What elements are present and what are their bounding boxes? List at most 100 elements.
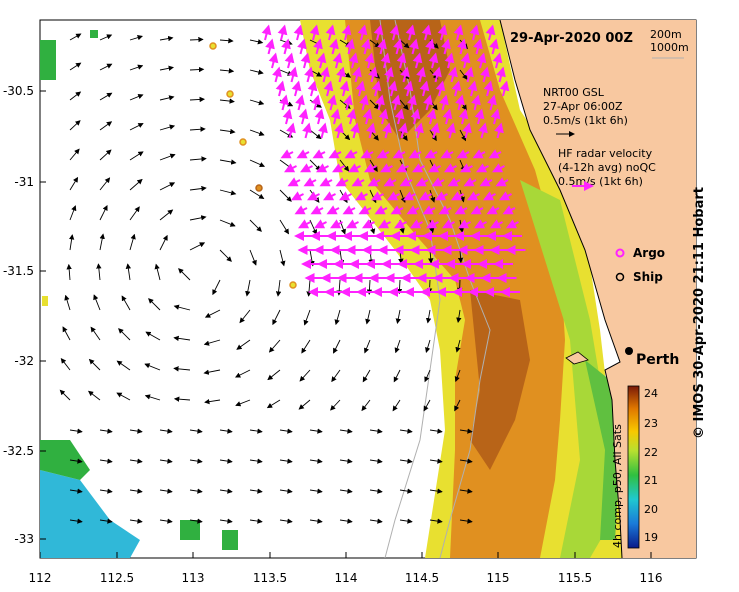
radar-vector bbox=[454, 205, 468, 215]
radar-vector bbox=[451, 191, 464, 201]
radar-vector bbox=[357, 24, 368, 41]
radar-vector bbox=[286, 122, 296, 139]
radar-vector bbox=[478, 122, 488, 139]
radar-vector bbox=[474, 219, 487, 229]
hf-radar-vectors bbox=[261, 24, 526, 297]
model-vector bbox=[144, 394, 161, 401]
model-vector bbox=[299, 369, 311, 382]
radar-vector bbox=[298, 219, 311, 229]
radar-vector bbox=[288, 66, 298, 83]
model-vector bbox=[87, 390, 101, 401]
model-vector bbox=[245, 279, 251, 297]
model-vector bbox=[116, 392, 131, 401]
radar-vector bbox=[412, 52, 423, 69]
model-vector bbox=[159, 182, 176, 191]
radar-vector bbox=[281, 38, 291, 55]
radar-vector bbox=[296, 149, 310, 159]
model-vector bbox=[69, 176, 79, 191]
radar-vector bbox=[430, 122, 440, 139]
model-vector bbox=[69, 428, 83, 434]
radar-vector bbox=[492, 163, 505, 173]
radar-vector bbox=[457, 38, 467, 55]
radar-vector bbox=[492, 52, 503, 69]
radar-vector bbox=[455, 94, 465, 111]
radar-vector bbox=[467, 80, 478, 97]
radar-vector bbox=[332, 52, 343, 69]
argo-legend-label: Argo bbox=[633, 246, 665, 260]
model-vector bbox=[189, 242, 206, 251]
model-vector bbox=[88, 358, 101, 371]
radar-vector bbox=[476, 163, 489, 173]
colorbar-tick: 19 bbox=[644, 531, 658, 544]
radar-vector bbox=[332, 163, 345, 173]
model-vector bbox=[249, 249, 257, 266]
radar-vector bbox=[368, 66, 378, 83]
radar-vector bbox=[387, 80, 398, 97]
model-vector bbox=[219, 428, 233, 434]
radar-vector bbox=[311, 94, 321, 111]
radar-vector bbox=[426, 108, 437, 125]
radar-vector bbox=[364, 163, 377, 173]
radar-vector bbox=[458, 108, 469, 125]
model-vector bbox=[364, 339, 371, 354]
model-vector bbox=[393, 369, 401, 383]
model-vector bbox=[459, 129, 467, 142]
model-vector bbox=[60, 357, 71, 371]
model-vector bbox=[425, 309, 432, 324]
radar-vector bbox=[366, 122, 376, 139]
model-vector bbox=[93, 294, 101, 311]
model-vector bbox=[459, 518, 473, 524]
radar-vector bbox=[487, 94, 497, 111]
radar-vector bbox=[344, 149, 358, 159]
radar-vector bbox=[419, 191, 432, 201]
model-vector bbox=[204, 398, 221, 405]
radar-vector bbox=[374, 205, 388, 215]
model-vector bbox=[426, 279, 433, 294]
radar-vector bbox=[407, 94, 417, 111]
radar-vector bbox=[293, 24, 304, 41]
radar-vector bbox=[335, 177, 349, 187]
model-vector bbox=[129, 94, 144, 101]
model-vector bbox=[339, 159, 350, 172]
radar-vector bbox=[399, 177, 413, 187]
radar-vector bbox=[471, 94, 481, 111]
radar-vector bbox=[323, 191, 336, 201]
radar-vector bbox=[303, 177, 317, 187]
radar-vector bbox=[329, 38, 339, 55]
radar-vector bbox=[323, 80, 334, 97]
radar-vector bbox=[502, 205, 516, 215]
radar-vector bbox=[307, 80, 318, 97]
radar-vector bbox=[440, 149, 454, 159]
radar-vector bbox=[495, 177, 509, 187]
radar-vector bbox=[486, 205, 500, 215]
model-vector bbox=[219, 68, 235, 74]
radar-vector bbox=[279, 94, 289, 111]
colorbar-tick: 24 bbox=[644, 387, 658, 400]
radar-vector bbox=[307, 191, 320, 201]
radar-vector bbox=[318, 122, 328, 139]
radar-vector bbox=[444, 52, 455, 69]
model-vector bbox=[118, 328, 131, 341]
model-vector bbox=[239, 309, 251, 324]
radar-vector bbox=[470, 205, 484, 215]
model-vector bbox=[159, 65, 174, 71]
sst-colorbar bbox=[627, 385, 640, 549]
radar-vector bbox=[426, 219, 439, 229]
model-vector bbox=[159, 35, 174, 42]
model-vector bbox=[235, 399, 251, 407]
radar-vector bbox=[313, 38, 323, 55]
model-vector bbox=[69, 33, 82, 41]
model-vector bbox=[62, 326, 71, 341]
radar-vector bbox=[409, 38, 419, 55]
radar-vector bbox=[295, 94, 305, 111]
rottnest-island bbox=[565, 351, 589, 365]
model-vector bbox=[392, 399, 401, 412]
model-vector bbox=[219, 488, 233, 494]
model-vector bbox=[69, 458, 83, 464]
radar-vector bbox=[358, 205, 372, 215]
model-legend-title: NRT00 GSL bbox=[543, 86, 605, 99]
model-vector bbox=[189, 96, 205, 103]
radar-vector bbox=[380, 163, 393, 173]
model-vector bbox=[66, 263, 72, 281]
radar-vector bbox=[483, 191, 496, 201]
